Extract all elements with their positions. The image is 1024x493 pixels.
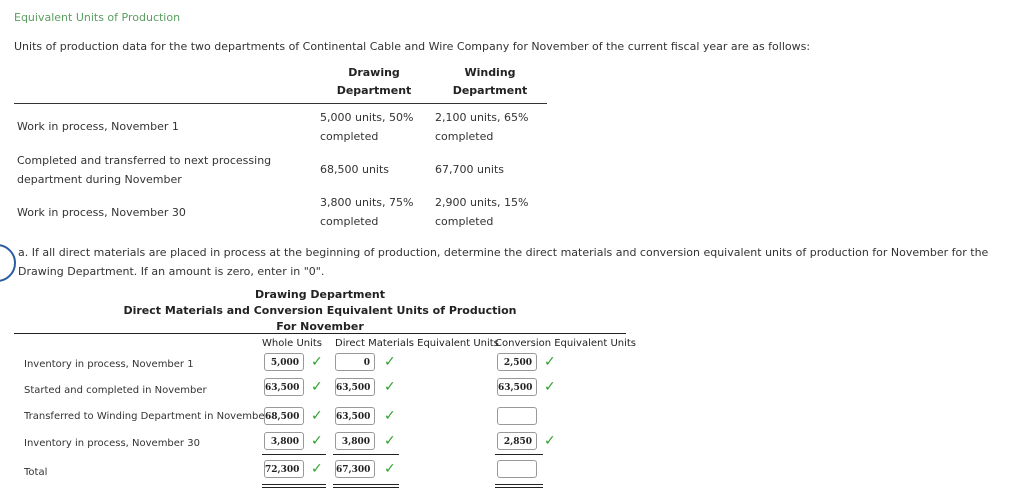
schedule-heading-rule bbox=[14, 333, 626, 334]
winding-wip-nov30-line2: completed bbox=[435, 215, 494, 228]
row-label-total: Total bbox=[24, 467, 48, 478]
whole-total-input[interactable]: 72,300 bbox=[264, 460, 304, 478]
total-double-rule-conv bbox=[495, 484, 543, 488]
drawing-wip-nov1: 5,000 units, 50% completed bbox=[320, 108, 413, 146]
conv-inventory-nov30-input[interactable]: 2,850 bbox=[497, 432, 537, 450]
row-label-started-completed: Started and completed in November bbox=[24, 385, 207, 396]
winding-wip-nov1-line2: completed bbox=[435, 130, 494, 143]
schedule-heading-title: Direct Materials and Conversion Equivale… bbox=[123, 304, 517, 317]
check-icon: ✓ bbox=[384, 461, 396, 477]
drawing-header-line1: Drawing bbox=[348, 66, 400, 79]
dm-transferred-input[interactable]: 63,500 bbox=[335, 407, 375, 425]
dm-inventory-nov1-input[interactable]: 0 bbox=[335, 353, 375, 371]
check-icon: ✓ bbox=[544, 433, 556, 449]
winding-wip-nov1-line1: 2,100 units, 65% bbox=[435, 111, 529, 124]
col-whole-units: Whole Units bbox=[262, 338, 323, 349]
drawing-wip-nov30-line2: completed bbox=[320, 215, 379, 228]
conv-inventory-nov1-input[interactable]: 2,500 bbox=[497, 353, 537, 371]
check-icon: ✓ bbox=[384, 408, 396, 424]
check-icon: ✓ bbox=[544, 379, 556, 395]
dm-inventory-nov30-input[interactable]: 3,800 bbox=[335, 432, 375, 450]
row-label-transferred: Transferred to Winding Department in Nov… bbox=[24, 411, 269, 422]
total-double-rule-dm bbox=[333, 484, 399, 488]
drawing-wip-nov30-line1: 3,800 units, 75% bbox=[320, 196, 414, 209]
schedule-heading-period: For November bbox=[276, 320, 364, 333]
subtotal-rule-whole bbox=[262, 454, 326, 455]
drawing-wip-nov30: 3,800 units, 75% completed bbox=[320, 193, 413, 231]
check-icon: ✓ bbox=[384, 354, 396, 370]
winding-header-line2: Department bbox=[452, 84, 528, 97]
completed-label-line1: Completed and transferred to next proces… bbox=[17, 154, 272, 167]
check-icon: ✓ bbox=[384, 433, 396, 449]
row-label-wip-nov30: Work in process, November 30 bbox=[17, 206, 186, 219]
row-label-wip-nov1: Work in process, November 1 bbox=[17, 120, 179, 133]
dm-started-completed-input[interactable]: 63,500 bbox=[335, 378, 375, 396]
row-label-completed-transferred: Completed and transferred to next proces… bbox=[17, 151, 271, 189]
winding-header-line1: Winding bbox=[464, 66, 516, 79]
winding-wip-nov30-line1: 2,900 units, 15% bbox=[435, 196, 529, 209]
winding-dept-header: Winding Department bbox=[445, 64, 535, 100]
question-text: a. If all direct materials are placed in… bbox=[18, 246, 989, 278]
winding-wip-nov1: 2,100 units, 65% completed bbox=[435, 108, 528, 146]
schedule-heading-dept: Drawing Department bbox=[254, 288, 386, 301]
drawing-wip-nov1-line1: 5,000 units, 50% bbox=[320, 111, 414, 124]
subtotal-rule-conv bbox=[495, 454, 543, 455]
check-icon: ✓ bbox=[384, 379, 396, 395]
completed-label-line2: department during November bbox=[17, 173, 182, 186]
table-header-rule bbox=[14, 103, 547, 104]
drawing-header-line2: Department bbox=[336, 84, 412, 97]
dm-total-input[interactable]: 67,300 bbox=[335, 460, 375, 478]
page-title: Equivalent Units of Production bbox=[14, 11, 181, 24]
winding-wip-nov30: 2,900 units, 15% completed bbox=[435, 193, 528, 231]
whole-inventory-nov1-input[interactable]: 5,000 bbox=[264, 353, 304, 371]
subtotal-rule-dm bbox=[333, 454, 399, 455]
check-icon: ✓ bbox=[311, 461, 323, 477]
check-icon: ✓ bbox=[311, 433, 323, 449]
check-icon: ✓ bbox=[544, 354, 556, 370]
row-label-inventory-nov30: Inventory in process, November 30 bbox=[24, 438, 200, 449]
total-double-rule-whole bbox=[262, 484, 326, 488]
drawing-wip-nov1-line2: completed bbox=[320, 130, 379, 143]
conv-started-completed-input[interactable]: 63,500 bbox=[497, 378, 537, 396]
conv-transferred-input[interactable] bbox=[497, 407, 537, 425]
winding-completed: 67,700 units bbox=[435, 163, 505, 176]
step-indicator-circle bbox=[0, 244, 16, 282]
row-label-inventory-nov1: Inventory in process, November 1 bbox=[24, 359, 194, 370]
check-icon: ✓ bbox=[311, 354, 323, 370]
drawing-dept-header: Drawing Department bbox=[330, 64, 418, 100]
drawing-completed: 68,500 units bbox=[320, 163, 390, 176]
conv-total-input[interactable] bbox=[497, 460, 537, 478]
col-conversion-equivalent: Conversion Equivalent Units bbox=[495, 338, 637, 349]
whole-inventory-nov30-input[interactable]: 3,800 bbox=[264, 432, 304, 450]
col-dm-equivalent: Direct Materials Equivalent Units bbox=[335, 338, 499, 349]
check-icon: ✓ bbox=[311, 379, 323, 395]
whole-transferred-input[interactable]: 68,500 bbox=[264, 407, 304, 425]
check-icon: ✓ bbox=[311, 408, 323, 424]
whole-started-completed-input[interactable]: 63,500 bbox=[264, 378, 304, 396]
intro-text: Units of production data for the two dep… bbox=[14, 40, 811, 53]
